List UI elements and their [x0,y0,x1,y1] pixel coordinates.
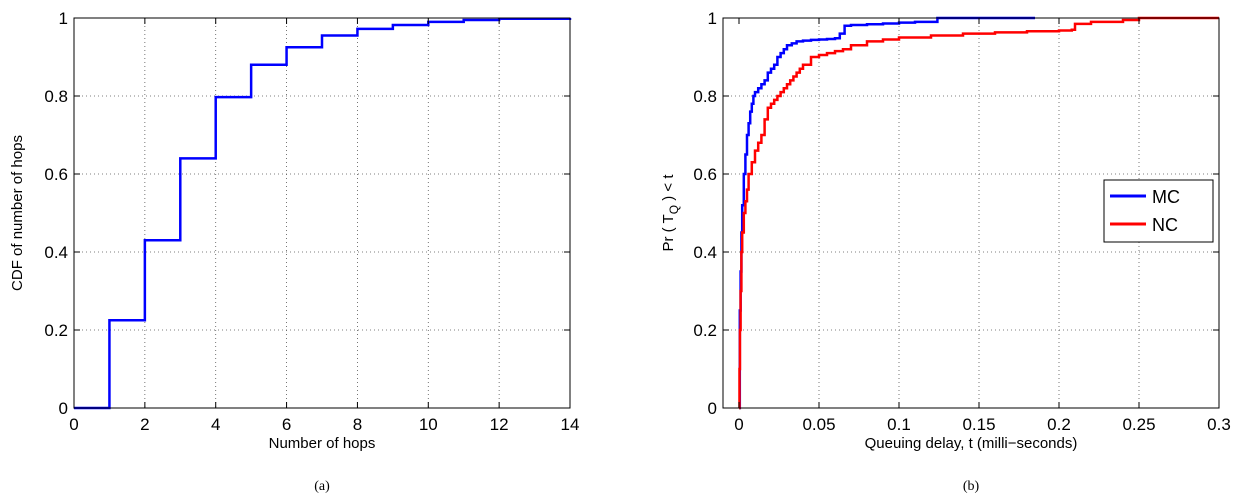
a-x-tick-label: 12 [490,415,509,434]
b-y-tick-label: 0 [708,399,717,418]
panel-a-axes-frame [73,17,571,409]
b-legend-label-nc: NC [1152,215,1178,235]
b-series-line-nc [738,16,1219,410]
b-x-tick-label: 0.1 [887,415,911,434]
a-x-tick-label: 4 [211,415,220,434]
a-x-tick-label: 0 [69,415,78,434]
a-x-tick-label: 2 [140,415,149,434]
a-y-tick-label: 0.4 [44,243,68,262]
panel-a-y-axis-label: CDF of number of hops [9,135,26,291]
b-x-tick-label: 0.3 [1207,415,1231,434]
panel-b-legend: MC NC [1103,179,1214,243]
panel-b-caption: (b) [963,479,980,494]
panel-b-queuing-delay: 0 0.05 0.1 0.15 0.2 0.25 0.3 0 0.2 0.4 0.6 0.8 1 Que… [660,9,1231,494]
b-x-tick-label: 0.15 [962,415,995,434]
a-y-tick-label: 0.8 [44,87,68,106]
panel-b-ticks: 0 0.05 0.1 0.15 0.2 0.25 0.3 0 0.2 0.4 0.6 0.8 1 [693,9,1230,434]
panel-b-y-axis-label-subscript: Q [667,205,681,214]
a-x-tick-label: 6 [282,415,291,434]
a-y-tick-label: 0.2 [44,321,68,340]
panel-a-ticks: 0 2 4 6 8 10 12 14 0 0.2 0.4 0.6 0.8 1 [44,9,579,434]
b-x-tick-label: 0.05 [802,415,835,434]
panel-a-x-axis-label: Number of hops [269,435,376,452]
a-series-line-0 [74,17,572,410]
b-y-tick-label: 0.4 [693,243,717,262]
panel-a-cdf-hops: 0 2 4 6 8 10 12 14 0 0.2 0.4 0.6 0.8 1 Number of hops… [9,9,579,494]
b-y-tick-label: 0.6 [693,165,717,184]
a-x-tick-label: 10 [419,415,438,434]
b-legend-label-mc: MC [1152,187,1180,207]
panel-b-y-axis-label-main: Pr ( T [660,214,677,251]
panel-b-y-axis-label: Pr ( TQ ) < t [660,174,681,252]
b-y-tick-label: 0.2 [693,321,717,340]
a-y-tick-label: 0.6 [44,165,68,184]
b-series-line-mc [738,16,1035,410]
b-x-tick-label: 0.2 [1047,415,1071,434]
panel-a-grid [74,18,570,408]
panel-a-series [74,17,572,410]
a-x-tick-label: 8 [353,415,362,434]
panel-b-grid [723,18,1219,408]
a-x-tick-label: 14 [561,415,580,434]
a-y-tick-label: 1 [59,9,68,28]
b-y-tick-label: 1 [708,9,717,28]
panel-b-y-axis-label-tail: ) < t [660,174,677,205]
b-y-tick-label: 0.8 [693,87,717,106]
panel-a-caption: (a) [314,479,330,494]
b-x-tick-label: 0 [734,415,743,434]
panel-b-x-axis-label: Queuing delay, t (milli−seconds) [865,435,1078,452]
panel-b-axes-frame [722,17,1220,409]
a-y-tick-label: 0 [59,399,68,418]
b-x-tick-label: 0.25 [1122,415,1155,434]
b-legend-box [1103,179,1214,243]
panel-b-series [738,16,1219,410]
